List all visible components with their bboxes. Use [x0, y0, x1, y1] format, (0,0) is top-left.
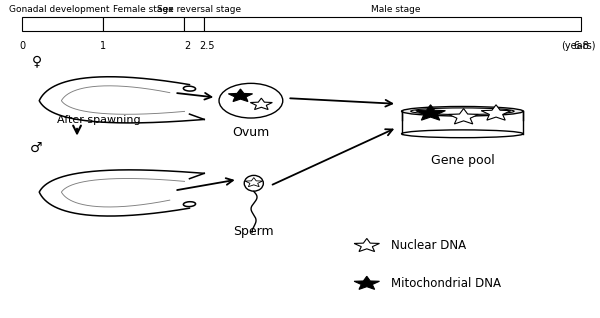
FancyBboxPatch shape [103, 17, 184, 31]
Text: 1: 1 [100, 41, 106, 51]
Text: Sex reversal stage: Sex reversal stage [157, 5, 241, 14]
Text: Gene pool: Gene pool [431, 154, 494, 167]
Text: 2.5: 2.5 [200, 41, 215, 51]
Text: (years): (years) [561, 41, 596, 51]
FancyBboxPatch shape [184, 17, 204, 31]
Text: 6-8: 6-8 [574, 41, 589, 51]
Text: ♀: ♀ [31, 54, 41, 68]
Polygon shape [416, 105, 445, 120]
Text: Gonadal development: Gonadal development [10, 5, 110, 14]
Polygon shape [245, 177, 263, 187]
Ellipse shape [244, 176, 263, 191]
Bar [401, 111, 523, 134]
Polygon shape [481, 105, 511, 120]
Polygon shape [354, 238, 379, 252]
Text: 2: 2 [184, 41, 190, 51]
FancyBboxPatch shape [22, 17, 103, 31]
Circle shape [219, 83, 283, 118]
Text: Female stage: Female stage [113, 5, 174, 14]
Text: Sperm: Sperm [233, 225, 274, 238]
Polygon shape [449, 108, 478, 124]
Text: Nuclear DNA: Nuclear DNA [391, 239, 466, 252]
Text: 0: 0 [19, 41, 25, 51]
Text: Ovum: Ovum [232, 126, 269, 139]
Text: Male stage: Male stage [371, 5, 421, 14]
Polygon shape [354, 276, 379, 289]
Polygon shape [250, 98, 272, 110]
Ellipse shape [184, 86, 196, 91]
FancyBboxPatch shape [204, 17, 581, 31]
Text: After spawning: After spawning [57, 114, 140, 125]
Ellipse shape [411, 108, 514, 114]
Ellipse shape [401, 130, 523, 138]
Ellipse shape [401, 107, 523, 116]
Ellipse shape [184, 202, 196, 207]
Polygon shape [229, 89, 253, 101]
Text: ♂: ♂ [30, 141, 43, 155]
Text: Mitochondrial DNA: Mitochondrial DNA [391, 277, 501, 290]
